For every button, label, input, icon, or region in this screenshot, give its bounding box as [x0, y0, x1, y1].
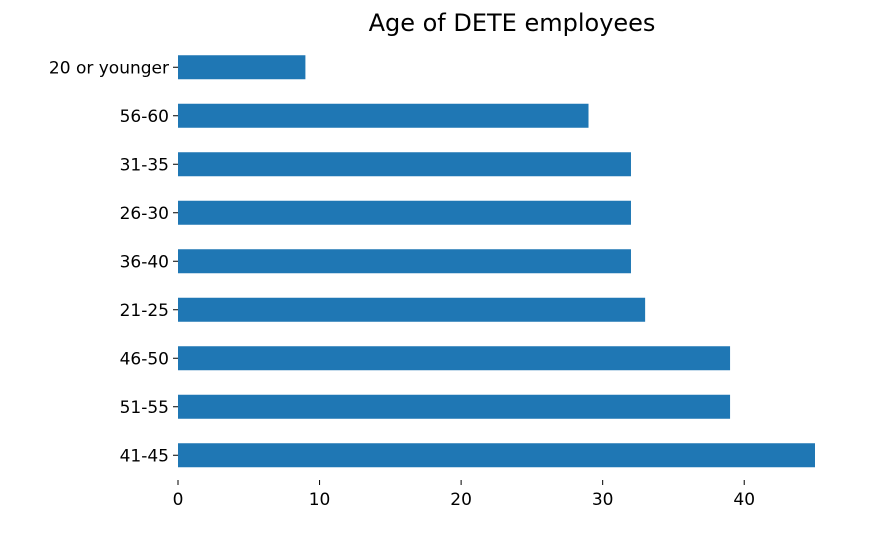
- bar-46-50: [178, 346, 731, 371]
- bar-31-35: [178, 152, 631, 177]
- y-tick-label: 21-25: [120, 301, 169, 321]
- x-tick-label: 10: [309, 490, 331, 510]
- bar-41-45: [178, 443, 815, 468]
- y-tick-label: 51-55: [120, 398, 169, 418]
- bar-36-40: [178, 249, 631, 274]
- x-tick-label: 20: [450, 490, 472, 510]
- x-axis-ticks: 0 10 20 30 40: [173, 480, 755, 510]
- y-tick-label: 20 or younger: [49, 58, 169, 78]
- y-tick-label: 46-50: [120, 349, 169, 369]
- y-tick-label: 31-35: [120, 155, 169, 175]
- y-tick-label: 26-30: [120, 204, 169, 224]
- y-tick-label: 41-45: [120, 446, 169, 466]
- y-axis-ticks: 20 or younger 56-60 31-35 26-30 36-40 21-25 46…: [49, 58, 178, 466]
- bar-20-or-younger: [178, 55, 306, 80]
- x-tick-label: 0: [173, 490, 184, 510]
- chart-title: Age of DETE employees: [369, 9, 656, 37]
- y-tick-label: 36-40: [120, 252, 169, 272]
- bar-26-30: [178, 200, 631, 225]
- bars-group: [178, 55, 815, 468]
- bar-51-55: [178, 394, 731, 419]
- x-tick-label: 40: [733, 490, 755, 510]
- bar-56-60: [178, 103, 589, 128]
- bar-21-25: [178, 297, 646, 322]
- x-tick-label: 30: [592, 490, 614, 510]
- y-tick-label: 56-60: [120, 107, 169, 127]
